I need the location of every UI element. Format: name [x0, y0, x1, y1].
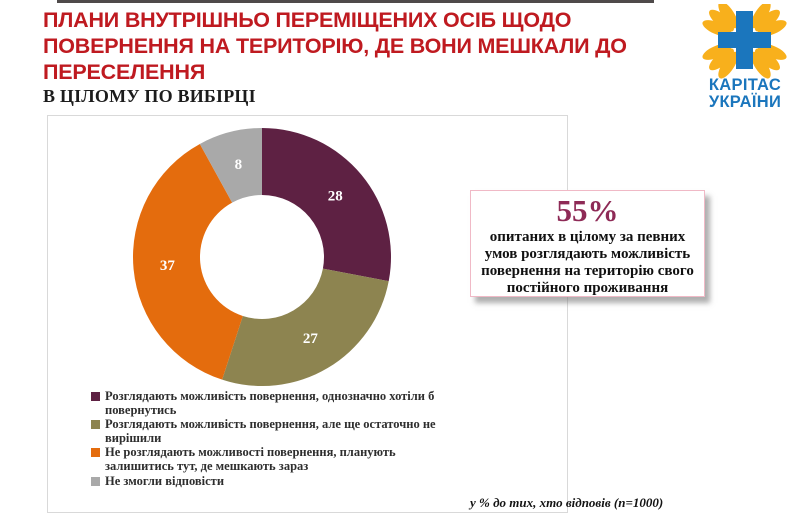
callout-headline: 55%: [556, 193, 619, 228]
donut-chart: 28 27 37 8: [132, 127, 392, 387]
legend-label-1: Розглядають можливість повернення, одноз…: [105, 389, 435, 417]
flame-petal: [751, 51, 771, 79]
legend-label-2: Розглядають можливість повернення, але щ…: [105, 417, 436, 445]
legend-item-4: Не змогли відповісти: [91, 473, 443, 489]
page-title-line-1: ПЛАНИ ВНУТРІШНЬО ПЕРЕМІЩЕНИХ ОСІБ ЩОДО: [43, 8, 572, 32]
flame-petal: [754, 48, 780, 71]
page-title-line-3: ПЕРЕСЕЛЕННЯ: [43, 60, 206, 84]
page-title-line-2: ПОВЕРНЕННЯ НА ТЕРИТОРІЮ, ДЕ ВОНИ МЕШКАЛИ…: [43, 34, 627, 58]
flame-petal: [718, 51, 738, 79]
flame-petal: [709, 9, 735, 32]
flame-petal: [709, 48, 735, 71]
donut-label-4: 8: [235, 157, 243, 173]
flame-petal: [751, 4, 771, 29]
logo-text-line-2: УКРАЇНИ: [708, 92, 782, 111]
donut-segment-2: [222, 268, 389, 386]
caritas-logo: КАРІТАС УКРАЇНИ: [690, 4, 800, 110]
legend-swatch-3: [91, 448, 100, 458]
logo-text-line-1: КАРІТАС: [708, 76, 782, 94]
donut-label-1: 28: [328, 188, 343, 204]
donut-label-2: 27: [303, 331, 319, 347]
donut-label-3: 37: [160, 258, 176, 274]
callout-text: опитаних в цілому за певних умов розгляд…: [481, 229, 694, 296]
page-subtitle: В ЦІЛОМУ ПО ВИБІРЦІ: [43, 86, 256, 106]
legend-item-2: Розглядають можливість повернення, але щ…: [91, 417, 443, 445]
flame-petal: [754, 9, 780, 32]
legend-label-4: Не змогли відповісти: [105, 473, 225, 488]
legend-swatch-1: [91, 392, 100, 401]
legend-label-3: Не розглядають можливості повернення, пл…: [105, 445, 396, 473]
page-title: ПЛАНИ ВНУТРІШНЬО ПЕРЕМІЩЕНИХ ОСІБ ЩОДО П…: [43, 7, 693, 85]
legend-swatch-2: [91, 420, 100, 430]
donut-segment-3: [133, 143, 243, 380]
legend-swatch-4: [91, 476, 100, 486]
donut-segment-4: [199, 128, 262, 203]
callout-box: 55% опитаних в цілому за певних умов роз…: [470, 190, 705, 297]
legend-item-3: Не розглядають можливості повернення, пл…: [91, 446, 443, 473]
footnote: у % до тих, хто відповів (n=1000): [470, 495, 664, 510]
chart-legend: Розглядають можливість повернення, одноз…: [91, 389, 443, 489]
donut-segment-1: [262, 128, 391, 282]
flame-petal: [718, 4, 738, 29]
top-divider-bar: [57, 0, 654, 3]
caritas-flame-cross-icon: [702, 4, 787, 79]
legend-item-1: Розглядають можливість повернення, одноз…: [91, 389, 443, 417]
